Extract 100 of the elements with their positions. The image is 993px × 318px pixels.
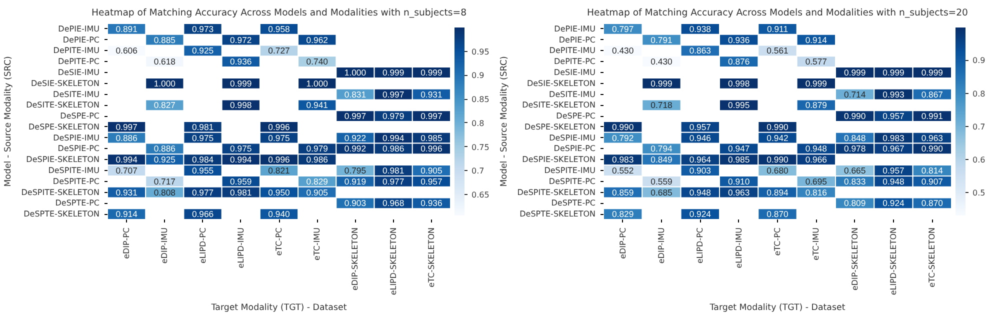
data-label: 0.997 bbox=[382, 89, 404, 100]
data-label: 0.983 bbox=[612, 154, 634, 165]
y-tick-label: DeSIE-SKELETON bbox=[30, 78, 100, 88]
data-label: 0.905 bbox=[306, 187, 328, 198]
data-label: 0.995 bbox=[728, 100, 750, 110]
data-label: 0.985 bbox=[420, 132, 442, 143]
data-label: 0.994 bbox=[230, 154, 252, 165]
data-label: 0.707 bbox=[116, 166, 138, 176]
data-label: 0.821 bbox=[268, 166, 290, 176]
data-label: 0.795 bbox=[344, 166, 366, 176]
data-label: 0.816 bbox=[805, 187, 828, 198]
data-label: 0.947 bbox=[728, 144, 750, 154]
data-label: 0.814 bbox=[921, 166, 944, 176]
x-tick-label: eTC-SKELETON bbox=[928, 227, 937, 288]
color-bar-label: 0.6 bbox=[972, 155, 986, 164]
x-tick-label: eDIP-IMU bbox=[160, 227, 170, 264]
y-tick-label: DeSPITE-IMU bbox=[48, 166, 100, 175]
color-bar-label: 0.7 bbox=[472, 166, 484, 176]
data-label: 1.000 bbox=[344, 68, 366, 78]
color-bar-label: 0.75 bbox=[472, 142, 490, 152]
data-label: 0.975 bbox=[230, 144, 252, 154]
data-label: 0.979 bbox=[306, 144, 328, 154]
data-label: 0.997 bbox=[344, 111, 366, 122]
data-label: 0.990 bbox=[766, 154, 789, 165]
y-tick-label: DePIE-PC bbox=[558, 35, 596, 44]
color-bar-label: 0.95 bbox=[472, 47, 490, 56]
data-label: 0.941 bbox=[306, 100, 328, 110]
chart-title: Heatmap of Matching Accuracy Across Models and Modalities with n_subjects=8 bbox=[91, 8, 467, 18]
y-tick-label: DeSPITE-SKELETON bbox=[21, 188, 100, 197]
data-label: 0.985 bbox=[728, 154, 750, 165]
y-tick-label: DeSPIE-SKELETON bbox=[26, 155, 100, 164]
data-label: 1.000 bbox=[154, 78, 176, 88]
data-label: 0.994 bbox=[382, 132, 404, 143]
data-label: 0.957 bbox=[882, 166, 905, 176]
data-label: 0.963 bbox=[728, 187, 750, 198]
data-label: 0.948 bbox=[689, 187, 712, 198]
data-label: 0.938 bbox=[689, 24, 712, 34]
data-label: 0.910 bbox=[728, 176, 750, 186]
data-label: 0.940 bbox=[268, 209, 290, 220]
y-tick-label: DeSPTE-SKELETON bbox=[24, 210, 100, 219]
color-bar-label: 0.9 bbox=[472, 71, 484, 80]
y-tick-label: DeSPE-SKELETON bbox=[28, 122, 100, 132]
data-label: 0.797 bbox=[612, 24, 634, 34]
x-tick-label: eTC-IMU bbox=[812, 227, 821, 260]
data-label: 0.936 bbox=[230, 56, 252, 67]
x-tick-label: eLIPD-IMU bbox=[734, 227, 744, 268]
y-tick-label: DeSPE-PC bbox=[60, 112, 100, 121]
x-tick-label: eTC-SKELETON bbox=[426, 227, 436, 288]
data-label: 0.972 bbox=[230, 34, 252, 45]
data-label: 0.999 bbox=[420, 68, 442, 78]
data-label: 0.977 bbox=[192, 187, 214, 198]
y-tick-label: DeSPITE-SKELETON bbox=[517, 188, 596, 197]
data-label: 0.955 bbox=[192, 166, 214, 176]
data-label: 0.993 bbox=[882, 89, 905, 100]
data-label: 0.925 bbox=[154, 154, 176, 165]
data-label: 0.957 bbox=[420, 176, 442, 186]
x-tick-label: eLIPD-IMU bbox=[236, 227, 246, 268]
data-label: 0.948 bbox=[805, 144, 828, 154]
data-label: 0.809 bbox=[844, 198, 866, 208]
y-tick-label: DeSIE-SKELETON bbox=[526, 78, 596, 88]
data-label: 1.000 bbox=[306, 78, 328, 88]
data-label: 0.833 bbox=[844, 176, 866, 186]
data-label: 0.924 bbox=[882, 198, 905, 208]
data-label: 0.999 bbox=[921, 68, 944, 78]
x-axis-title: Target Modality (TGT) - Dataset bbox=[708, 303, 846, 314]
data-label: 0.998 bbox=[230, 100, 252, 110]
data-label: 0.559 bbox=[650, 176, 673, 186]
data-label: 0.430 bbox=[650, 56, 673, 67]
data-label: 0.931 bbox=[420, 89, 442, 100]
y-tick-label: DePITE-IMU bbox=[549, 46, 596, 56]
data-label: 0.717 bbox=[154, 176, 176, 186]
data-label: 0.999 bbox=[882, 68, 905, 78]
data-label: 0.695 bbox=[805, 176, 828, 186]
data-label: 0.903 bbox=[344, 198, 366, 208]
y-tick-label: DeSPTE-PC bbox=[55, 198, 100, 208]
data-label: 0.983 bbox=[882, 132, 905, 143]
y-tick-label: DePITE-IMU bbox=[53, 46, 100, 56]
data-label: 0.992 bbox=[344, 144, 366, 154]
data-label: 0.886 bbox=[116, 132, 138, 143]
data-label: 0.914 bbox=[116, 209, 138, 220]
data-label: 0.894 bbox=[766, 187, 789, 198]
data-label: 0.907 bbox=[921, 176, 944, 186]
y-tick-label: DeSPITE-PC bbox=[548, 176, 596, 186]
y-tick-label: DeSITE-SKELETON bbox=[522, 100, 596, 110]
data-label: 0.986 bbox=[306, 154, 328, 165]
data-label: 0.561 bbox=[766, 46, 789, 56]
data-label: 0.791 bbox=[650, 34, 673, 45]
chart-title: Heatmap of Matching Accuracy Across Models and Modalities with n_subjects=20 bbox=[587, 8, 968, 18]
data-label: 0.936 bbox=[420, 198, 442, 208]
data-label: 0.885 bbox=[154, 34, 176, 45]
data-label: 0.966 bbox=[192, 209, 214, 220]
data-label: 0.577 bbox=[805, 56, 828, 67]
data-label: 0.998 bbox=[728, 78, 750, 88]
y-tick-label: DePITE-PC bbox=[554, 57, 596, 66]
data-label: 0.962 bbox=[306, 34, 328, 45]
x-axis-title: Target Modality (TGT) - Dataset bbox=[210, 303, 348, 314]
data-label: 0.942 bbox=[766, 132, 789, 143]
data-label: 0.922 bbox=[344, 132, 366, 143]
data-label: 0.957 bbox=[689, 122, 712, 132]
y-axis-title: Model - Source Modality (SRC) bbox=[499, 56, 510, 187]
